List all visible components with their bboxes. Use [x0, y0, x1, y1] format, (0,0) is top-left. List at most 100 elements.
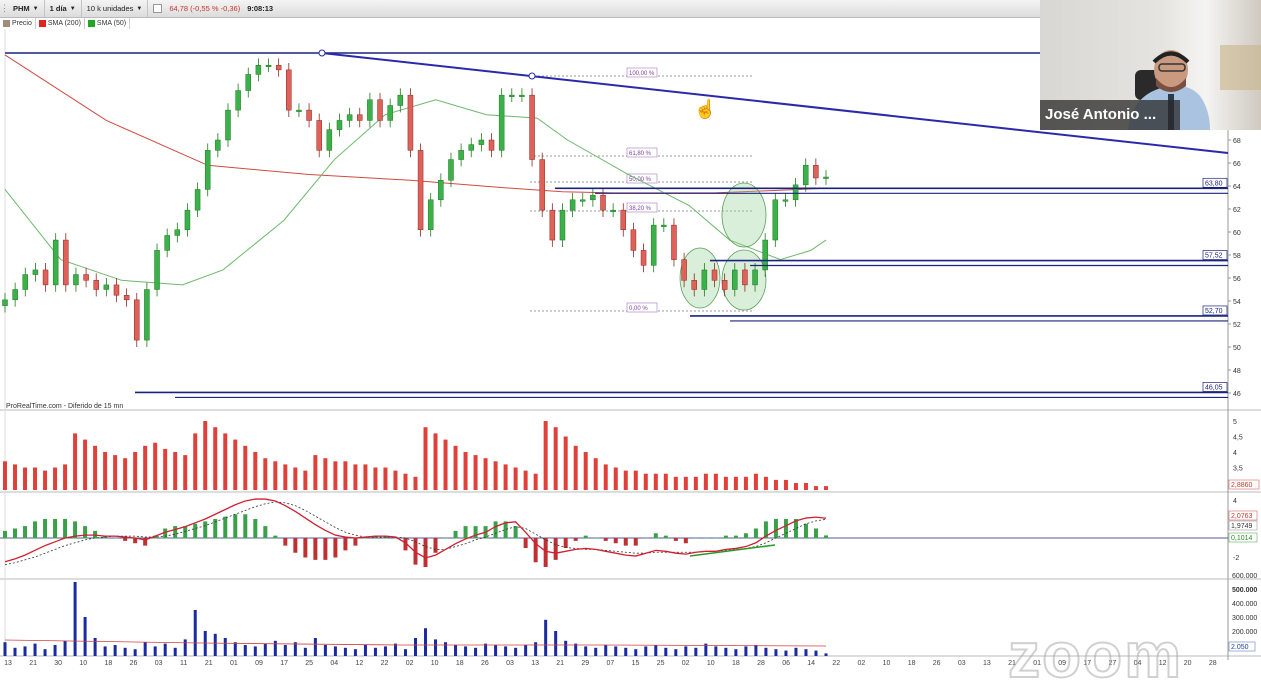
date-tick-label: 21 — [204, 660, 213, 667]
indicator-bar — [793, 483, 798, 490]
macd-histogram-bar — [233, 514, 238, 539]
macd-value-box — [1228, 520, 1258, 531]
indicator-bar — [543, 421, 548, 490]
macd-histogram-bar — [603, 538, 608, 541]
indicator-bar — [123, 458, 128, 490]
candle — [721, 280, 728, 290]
volume-bar — [524, 645, 528, 656]
drag-handle-icon[interactable]: ⋮ — [0, 3, 9, 13]
legend-price[interactable]: Precio — [0, 18, 36, 29]
zoom-watermark-logo: zoom — [1007, 618, 1184, 692]
units-selector[interactable]: 10 k unidades ▼ — [82, 0, 149, 17]
indicator-bar — [503, 464, 508, 490]
indicator-bar — [233, 439, 238, 490]
divergence-line — [689, 544, 776, 557]
price-tick-label: 68 — [1233, 138, 1241, 145]
macd-histogram-bar — [743, 533, 748, 539]
volume-bar — [173, 647, 177, 656]
candle — [194, 189, 201, 211]
volume-tick-label: 400.000 — [1232, 601, 1257, 608]
indicator-bar — [243, 445, 248, 490]
macd-histogram-bar — [653, 533, 658, 539]
indicator-bar — [623, 470, 628, 490]
volume-bar — [614, 646, 618, 656]
volume-bar — [33, 643, 37, 656]
level-label-box — [1202, 382, 1228, 392]
volume-bar — [183, 639, 187, 656]
macd-histogram-bar — [113, 538, 118, 539]
data-source-text: ProRealTime.com - Diferido de 15 mn — [6, 403, 124, 410]
candle — [488, 139, 495, 151]
macd-histogram-bar — [713, 538, 718, 539]
indicator-bar — [553, 427, 558, 490]
volume-bar — [113, 645, 117, 656]
volume-bar — [393, 643, 397, 656]
candle — [103, 284, 110, 290]
date-tick-label: 12 — [1158, 660, 1167, 667]
candle — [539, 159, 545, 211]
indicator-bar — [593, 458, 598, 490]
volume-bar — [444, 642, 448, 656]
volume-bar — [323, 645, 327, 656]
symbol-selector[interactable]: PHM ▼ — [8, 0, 45, 17]
macd-histogram-bar — [53, 519, 58, 539]
legend-sma200[interactable]: SMA (200) — [36, 18, 85, 29]
indicator-bar — [713, 473, 718, 490]
indicator-bar — [763, 476, 768, 490]
macd-histogram-bar — [443, 538, 448, 539]
candle — [316, 120, 322, 151]
volume-bar — [263, 643, 267, 656]
info-icon[interactable] — [153, 4, 163, 13]
date-tick-label: 09 — [1058, 660, 1067, 667]
candle — [468, 144, 474, 151]
candle — [701, 269, 708, 290]
indicator-bar — [283, 464, 288, 490]
sma50-swatch-icon — [87, 20, 95, 27]
indicator-bar — [723, 476, 728, 490]
macd-value-label: 0,1014 — [1231, 535, 1253, 542]
interval-selector[interactable]: 1 día ▼ — [45, 0, 82, 17]
indicator-bar — [783, 479, 788, 490]
candle — [671, 224, 677, 260]
candle — [802, 165, 809, 186]
participant-name: José Antonio ... — [1040, 100, 1180, 130]
candle — [579, 199, 586, 202]
volume-bar — [464, 646, 468, 656]
candle — [509, 94, 515, 97]
volume-bar — [63, 640, 67, 656]
sma200-swatch-icon — [38, 20, 46, 27]
macd-histogram-bar — [13, 528, 18, 539]
fibonacci-label-box — [626, 202, 658, 213]
date-tick-label: 28 — [757, 660, 765, 667]
macd-histogram-bar — [143, 538, 148, 546]
indicator-bar — [653, 473, 658, 490]
indicator-bar — [443, 439, 448, 490]
volume-bar — [273, 640, 277, 656]
volume-tick-label: 600.000 — [1232, 573, 1257, 580]
indicator-bar — [73, 433, 78, 490]
macd-histogram-bar — [313, 538, 318, 560]
volume-bar — [333, 646, 337, 656]
candle — [306, 109, 312, 121]
date-tick-label: 10 — [706, 660, 715, 667]
webcam-video[interactable]: José Antonio ... — [1040, 0, 1261, 130]
date-tick-label: 14 — [807, 660, 816, 667]
date-tick-label: 22 — [380, 660, 389, 667]
indicator-bar — [13, 464, 18, 490]
indicator-bar — [293, 467, 298, 490]
volume-bar — [253, 646, 257, 656]
volume-bar — [373, 647, 377, 656]
volume-bar — [383, 646, 387, 656]
macd-histogram-bar — [683, 538, 688, 544]
macd-histogram-bar — [223, 516, 228, 539]
indicator-last-value: 2,8860 — [1231, 482, 1253, 489]
candle — [823, 176, 829, 179]
indicator-bar — [133, 452, 138, 490]
macd-histogram-bar — [183, 526, 188, 539]
candle — [184, 209, 191, 230]
macd-value-label: 1,9749 — [1231, 523, 1253, 530]
volume-bar — [93, 638, 97, 656]
volume-bar — [774, 649, 778, 656]
legend-sma50[interactable]: SMA (50) — [85, 18, 131, 29]
